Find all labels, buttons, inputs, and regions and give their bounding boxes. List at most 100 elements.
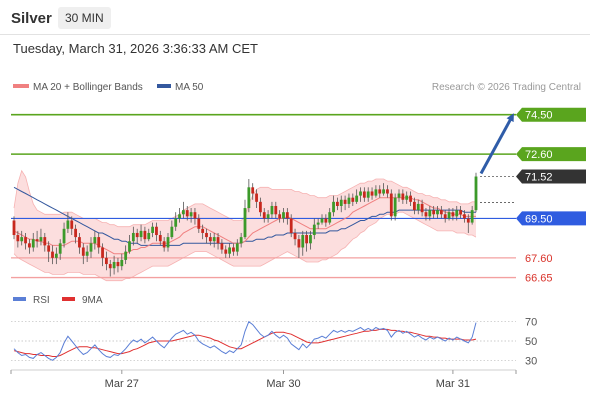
level-tag-support: 66.65 bbox=[525, 273, 553, 285]
data-credit: Research © 2026 Trading Central bbox=[432, 82, 581, 93]
candle-body bbox=[208, 237, 212, 242]
candle-body bbox=[262, 212, 266, 219]
candle-body bbox=[201, 228, 205, 233]
timeframe-badge[interactable]: 30 MIN bbox=[58, 7, 111, 29]
candle bbox=[201, 224, 205, 240]
legend-label-ma50: MA 50 bbox=[175, 82, 204, 93]
candle-body bbox=[43, 237, 47, 246]
level-tag-text: 71.52 bbox=[525, 172, 553, 184]
candle bbox=[47, 241, 51, 262]
candle-body bbox=[162, 241, 166, 248]
candle bbox=[239, 232, 243, 248]
candle-body bbox=[251, 187, 255, 194]
candle-body bbox=[197, 218, 201, 229]
rsi-line bbox=[13, 320, 477, 361]
candle-body bbox=[58, 243, 62, 254]
candle-body bbox=[35, 239, 39, 242]
candle bbox=[235, 239, 239, 256]
candle bbox=[320, 214, 324, 225]
candle-body bbox=[170, 226, 174, 238]
candle bbox=[393, 193, 397, 221]
candle bbox=[197, 214, 201, 233]
candle bbox=[355, 189, 359, 204]
candle-body bbox=[332, 201, 335, 213]
candle-body bbox=[78, 237, 81, 248]
candle-body bbox=[108, 264, 112, 269]
bollinger-lower-line bbox=[13, 211, 477, 282]
candle bbox=[20, 230, 24, 246]
candle bbox=[251, 183, 255, 200]
candle bbox=[189, 208, 193, 223]
candle bbox=[416, 199, 420, 215]
candle bbox=[266, 210, 270, 223]
candle-body bbox=[16, 235, 20, 242]
candle-body bbox=[155, 226, 158, 236]
candle-body bbox=[24, 237, 27, 244]
candle-body bbox=[39, 237, 43, 242]
candle bbox=[31, 232, 35, 252]
candle-body bbox=[85, 251, 89, 256]
oscillator-tick-label: 50 bbox=[525, 336, 537, 348]
level-tag-text: 67.60 bbox=[525, 253, 553, 265]
candle-body bbox=[401, 193, 405, 200]
candle bbox=[409, 191, 412, 206]
candle-body bbox=[247, 187, 251, 209]
candle bbox=[424, 208, 428, 221]
candle bbox=[455, 205, 459, 221]
candle-body bbox=[443, 214, 447, 219]
candle-body bbox=[301, 235, 305, 248]
candle bbox=[343, 195, 347, 211]
candle-body bbox=[420, 203, 424, 213]
candle-body bbox=[235, 243, 239, 252]
oscillator-tick-label: 70 bbox=[525, 317, 537, 329]
candle-body bbox=[432, 210, 436, 215]
candle-body bbox=[70, 220, 74, 229]
candle bbox=[470, 205, 474, 225]
level-tag-text: 74.50 bbox=[525, 110, 553, 122]
candle-body bbox=[105, 257, 108, 265]
candle bbox=[193, 208, 197, 225]
candle-body bbox=[216, 237, 220, 244]
candle-body bbox=[397, 193, 401, 198]
candle bbox=[101, 243, 104, 267]
candle-body bbox=[166, 237, 170, 248]
candle bbox=[139, 224, 143, 242]
candle-body bbox=[81, 247, 85, 256]
candle-body bbox=[131, 232, 135, 242]
candle bbox=[170, 220, 174, 240]
candle-body bbox=[285, 212, 289, 219]
candle bbox=[216, 232, 220, 250]
candle bbox=[459, 205, 462, 219]
candle bbox=[436, 205, 439, 219]
candle-body bbox=[278, 214, 282, 219]
candle bbox=[105, 251, 108, 271]
candle-body bbox=[66, 220, 70, 229]
candle-body bbox=[232, 247, 235, 252]
price-legend: MA 20 + Bollinger Bands MA 50 Research ©… bbox=[13, 82, 581, 93]
candle-body bbox=[470, 210, 474, 223]
candle-body bbox=[62, 228, 66, 244]
candle bbox=[405, 191, 409, 204]
candle bbox=[74, 224, 77, 244]
candle-body bbox=[255, 193, 258, 202]
candle-body bbox=[274, 205, 278, 215]
candle-body bbox=[328, 212, 332, 223]
candle bbox=[274, 201, 278, 219]
candle bbox=[386, 185, 389, 198]
candle-body bbox=[413, 201, 416, 211]
candle-body bbox=[182, 210, 185, 215]
legend-label-rsi-ma: 9MA bbox=[82, 295, 103, 306]
candle-body bbox=[351, 197, 355, 202]
candlesticks bbox=[12, 172, 478, 277]
candle-body bbox=[359, 191, 362, 196]
candle bbox=[362, 187, 366, 202]
candle bbox=[54, 247, 58, 265]
candle bbox=[443, 210, 447, 223]
candle bbox=[185, 205, 189, 221]
candle bbox=[247, 179, 251, 213]
candle bbox=[332, 195, 335, 217]
candle-body bbox=[151, 226, 154, 233]
candle bbox=[278, 210, 282, 223]
candle bbox=[297, 235, 301, 258]
